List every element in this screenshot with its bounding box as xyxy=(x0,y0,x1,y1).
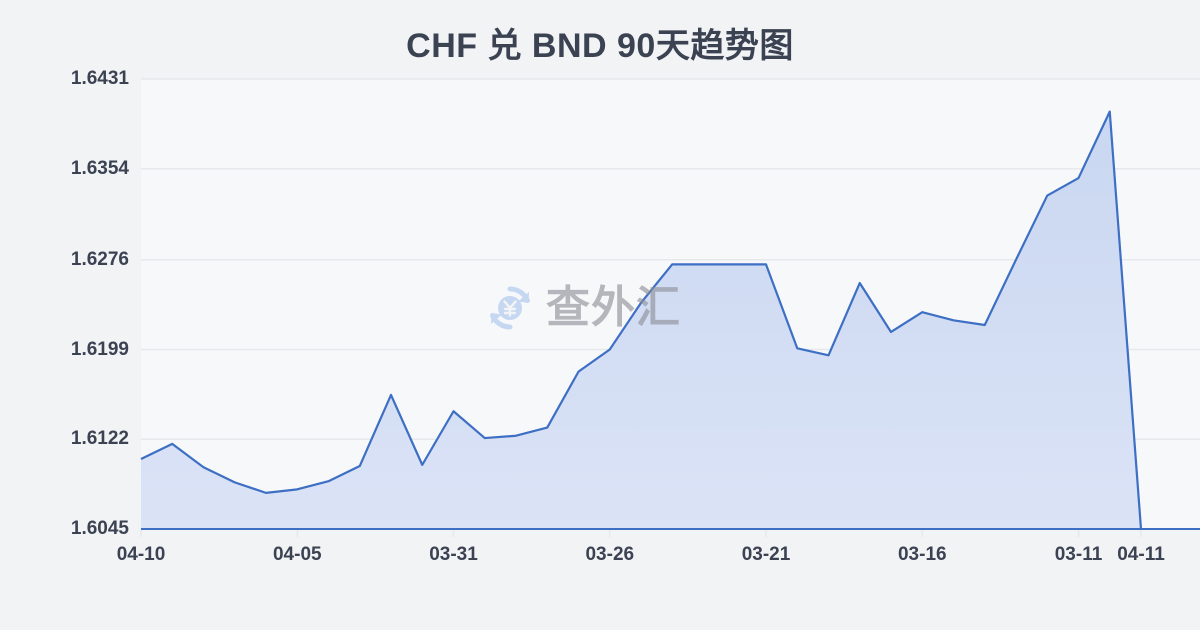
x-axis-tick-label: 03-26 xyxy=(585,544,635,565)
y-axis-tick-label: 1.6045 xyxy=(70,518,129,539)
page-title: CHF 兑 BND 90天趋势图 xyxy=(406,27,794,65)
x-axis-tick-label: 04-05 xyxy=(272,544,322,565)
x-axis-tick-label: 03-11 xyxy=(1054,544,1103,565)
y-axis-tick-label: 1.6199 xyxy=(70,338,129,360)
x-axis-tick-label: 03-16 xyxy=(897,544,947,565)
x-axis-tick-label: 04-10 xyxy=(116,544,166,565)
x-tick-marks xyxy=(140,529,1142,537)
x-axis-tick-label: 04-11 xyxy=(1117,544,1165,565)
y-axis-tick-label: 1.6354 xyxy=(70,157,129,179)
series-line xyxy=(140,110,1143,530)
x-axis-tick-label: 03-21 xyxy=(741,544,791,565)
y-axis-tick-label: 1.6431 xyxy=(70,68,129,89)
x-axis-tick-label: 03-31 xyxy=(429,544,478,565)
y-axis-tick-label: 1.6276 xyxy=(70,248,129,270)
series-area xyxy=(141,111,1141,529)
y-axis-tick-label: 1.6122 xyxy=(70,428,129,450)
